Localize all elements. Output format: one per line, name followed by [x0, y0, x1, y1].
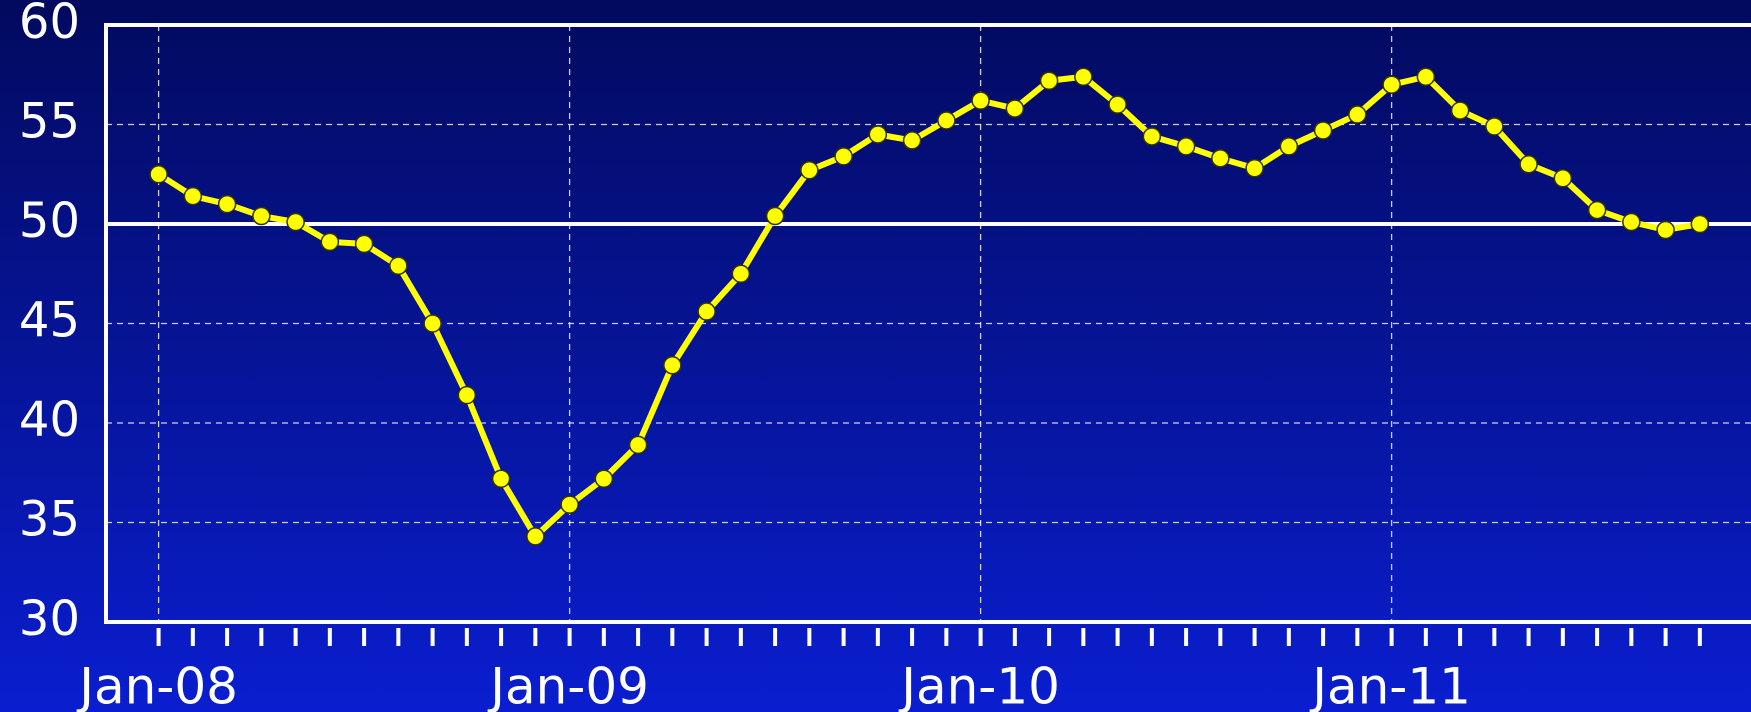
marker	[560, 495, 579, 514]
y-tick-label: 60	[19, 0, 80, 50]
y-tick-label: 35	[19, 492, 80, 548]
marker	[1279, 137, 1299, 156]
marker	[491, 469, 511, 488]
marker	[389, 256, 408, 276]
marker	[937, 111, 956, 130]
marker	[1416, 67, 1436, 86]
marker	[1382, 75, 1401, 94]
marker	[1313, 121, 1333, 140]
marker	[1519, 155, 1538, 174]
marker	[1587, 200, 1607, 220]
x-tick-label: Jan-10	[898, 658, 1060, 712]
marker	[731, 264, 751, 283]
marker	[765, 206, 785, 226]
y-tick-label: 55	[19, 94, 80, 150]
y-tick-label: 40	[19, 392, 80, 448]
marker	[286, 212, 305, 232]
marker	[1039, 71, 1059, 90]
marker	[1142, 127, 1162, 146]
marker	[1450, 101, 1470, 120]
marker	[423, 314, 442, 333]
y-tick-label: 45	[19, 293, 80, 349]
marker	[1690, 214, 1710, 234]
marker	[1211, 149, 1230, 168]
marker	[697, 302, 716, 321]
marker	[1348, 105, 1367, 124]
marker	[320, 232, 340, 252]
marker	[628, 435, 648, 455]
x-tick-label: Jan-08	[76, 658, 238, 712]
marker	[902, 131, 922, 150]
marker	[183, 186, 203, 206]
marker	[1005, 99, 1025, 118]
marker	[1176, 137, 1196, 156]
marker	[834, 147, 853, 166]
marker	[971, 91, 990, 110]
marker	[663, 356, 682, 375]
line	[156, 73, 1701, 540]
marker	[868, 125, 888, 144]
y-tick-label: 50	[19, 193, 80, 249]
marker	[1656, 220, 1675, 240]
marker	[526, 527, 545, 546]
marker	[217, 194, 237, 214]
marker	[594, 469, 614, 488]
marker	[1074, 67, 1093, 86]
x-tick-label: Jan-11	[1309, 658, 1471, 712]
marker	[800, 161, 819, 180]
marker	[1485, 117, 1504, 136]
marker	[149, 165, 168, 184]
marker	[354, 234, 374, 254]
marker	[1245, 159, 1264, 178]
marker	[252, 206, 271, 226]
y-tick-label: 30	[19, 591, 80, 647]
marker	[457, 385, 477, 405]
marker	[1108, 95, 1127, 114]
x-tick-label: Jan-09	[487, 658, 649, 712]
marker	[1622, 212, 1641, 232]
marker	[1553, 168, 1573, 188]
